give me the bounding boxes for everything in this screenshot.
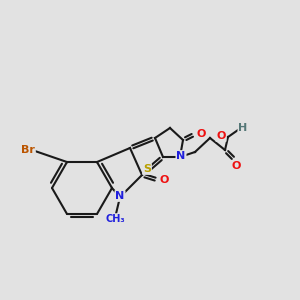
Text: O: O [196, 129, 206, 139]
Text: O: O [159, 175, 169, 185]
Text: N: N [176, 151, 186, 161]
Text: O: O [231, 161, 241, 171]
Text: H: H [238, 123, 247, 133]
Text: CH₃: CH₃ [105, 214, 125, 224]
Text: N: N [116, 191, 124, 201]
Text: O: O [216, 131, 226, 141]
Text: S: S [143, 164, 151, 174]
Text: Br: Br [21, 145, 35, 155]
